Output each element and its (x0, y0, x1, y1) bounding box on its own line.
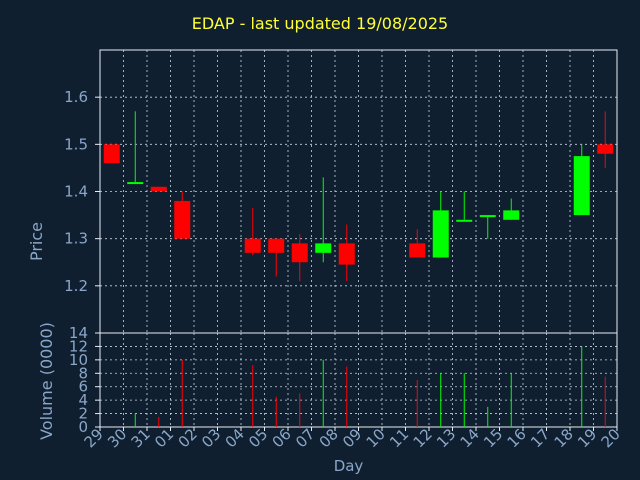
volume-axis-label: Volume (0000) (37, 322, 56, 440)
x-tick-label: 09 (339, 425, 365, 451)
x-tick-label: 07 (292, 425, 318, 451)
volume-tick-label: 0 (78, 418, 88, 436)
x-tick-label: 11 (386, 425, 412, 451)
candle-body (338, 243, 355, 265)
candle-body (150, 186, 167, 192)
x-tick-label: 31 (128, 425, 154, 451)
price-tick-label: 1.5 (64, 135, 88, 153)
x-tick-label: 08 (316, 425, 342, 451)
volume-tick-label: 6 (78, 378, 88, 396)
x-tick-label: 02 (175, 425, 201, 451)
candle-body (597, 144, 614, 154)
volume-tick-label: 14 (69, 324, 88, 342)
x-tick-label: 15 (480, 425, 506, 451)
candle-body (479, 215, 496, 218)
x-tick-label: 12 (410, 425, 436, 451)
x-tick-label: 18 (551, 425, 577, 451)
candle-body (315, 243, 332, 253)
x-tick-label: 19 (574, 425, 600, 451)
chart-title: EDAP - last updated 19/08/2025 (191, 14, 449, 33)
x-tick-label: 01 (151, 425, 177, 451)
x-tick-label: 04 (222, 425, 248, 451)
x-tick-label: 14 (457, 425, 483, 451)
price-tick-label: 1.3 (64, 230, 88, 248)
price-tick-label: 1.6 (64, 88, 88, 106)
volume-tick-label: 10 (69, 351, 88, 369)
x-tick-label: 10 (363, 425, 389, 451)
volume-tick-label: 2 (78, 405, 88, 423)
volume-tick-label: 8 (78, 364, 88, 382)
x-tick-label: 03 (198, 425, 224, 451)
volume-tick-label: 4 (78, 391, 88, 409)
price-tick-label: 1.4 (64, 183, 88, 201)
price-axis-label: Price (27, 222, 46, 261)
x-tick-label: 05 (245, 425, 271, 451)
candle-body (103, 144, 120, 164)
x-tick-label: 20 (598, 425, 624, 451)
x-tick-label: 13 (433, 425, 459, 451)
candle-body (503, 210, 520, 220)
price-tick-label: 1.2 (64, 277, 88, 295)
candle-body (127, 182, 144, 185)
x-axis-label: Day (334, 457, 364, 475)
candle-body (174, 200, 191, 239)
candle-body (409, 243, 426, 258)
candle-body (268, 238, 285, 253)
candle-body (432, 210, 449, 258)
x-tick-label: 17 (527, 425, 553, 451)
candle-body (456, 219, 473, 222)
x-tick-label: 30 (104, 425, 130, 451)
volume-tick-label: 12 (69, 337, 88, 355)
x-tick-label: 06 (269, 425, 295, 451)
candle-body (573, 156, 590, 216)
candle-body (291, 243, 308, 263)
candle-body (244, 238, 261, 253)
x-tick-label: 16 (504, 425, 530, 451)
